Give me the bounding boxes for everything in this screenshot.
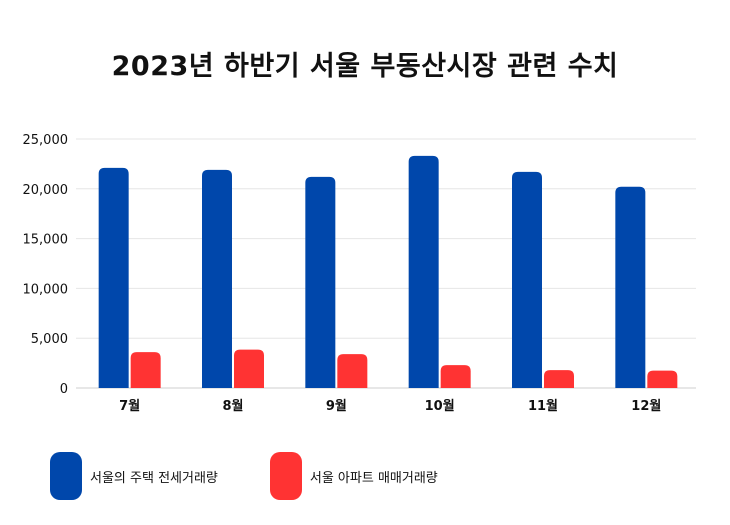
y-tick-label: 5,000 (31, 332, 68, 347)
y-tick-label: 20,000 (23, 183, 69, 198)
bar-1-4 (408, 155, 439, 388)
legend-swatch-series-2 (269, 452, 302, 500)
x-tick-label: 12월 (631, 398, 661, 414)
legend: 서울의 주택 전세거래량 서울 아파트 매매거래량 (50, 452, 490, 500)
y-tick-label: 0 (60, 382, 68, 397)
y-tick-label: 15,000 (23, 233, 69, 248)
bar-1-2 (202, 169, 232, 388)
legend-swatch-series-1 (50, 452, 82, 500)
bar-1-1 (98, 167, 129, 388)
bars (98, 155, 678, 388)
bar-1-3 (305, 176, 336, 388)
y-axis-ticks: 0 5,000 10,000 15,000 20,000 25,000 (23, 133, 69, 397)
bar-2-5 (544, 370, 574, 388)
bar-2-4 (440, 365, 471, 388)
legend-item-series-2: 서울 아파트 매매거래량 (269, 452, 438, 500)
bar-1-5 (512, 171, 542, 388)
legend-label-series-1: 서울의 주택 전세거래량 (90, 470, 218, 486)
bar-2-1 (130, 352, 161, 388)
y-tick-label: 25,000 (23, 133, 69, 148)
y-tick-label: 10,000 (23, 282, 69, 297)
x-tick-label: 7월 (119, 398, 140, 414)
x-tick-label: 8월 (222, 398, 243, 414)
bar-1-6 (615, 186, 646, 388)
x-axis-ticks: 7월 8월 9월 10월 11월 12월 (119, 398, 661, 414)
x-tick-label: 10월 (425, 398, 455, 414)
legend-label-series-2: 서울 아파트 매매거래량 (309, 470, 438, 486)
legend-item-series-1: 서울의 주택 전세거래량 (50, 452, 218, 500)
gridlines (76, 138, 696, 389)
bar-2-6 (647, 370, 678, 388)
bar-2-3 (337, 354, 368, 388)
chart-title: 2023년 하반기 서울 부동산시장 관련 수치 (111, 51, 619, 82)
x-tick-label: 11월 (528, 398, 558, 414)
x-tick-label: 9월 (326, 398, 347, 414)
bar-2-2 (234, 349, 264, 388)
